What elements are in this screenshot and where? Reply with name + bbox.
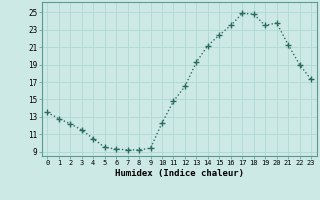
X-axis label: Humidex (Indice chaleur): Humidex (Indice chaleur) — [115, 169, 244, 178]
